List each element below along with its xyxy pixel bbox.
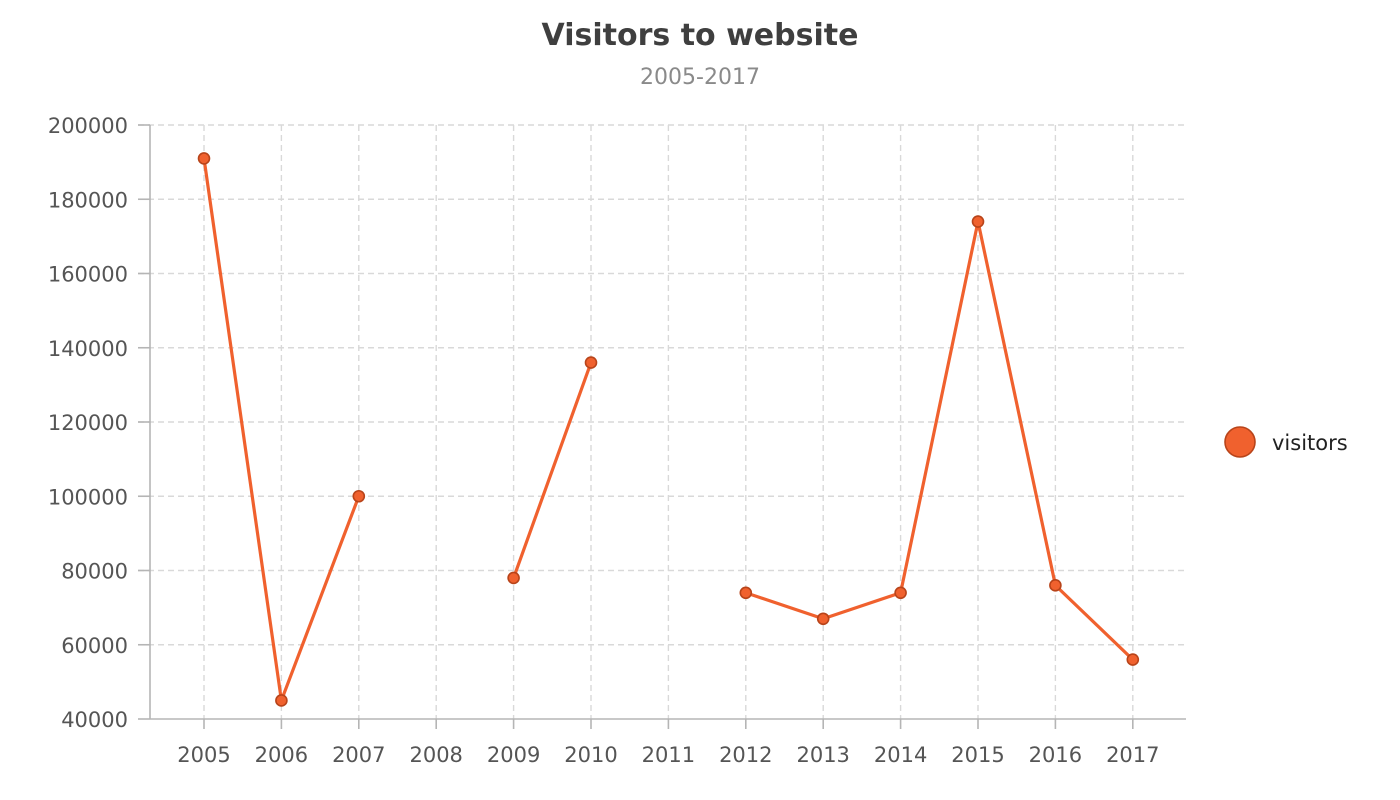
data-point-2016[interactable] [1049, 579, 1062, 592]
data-point-2015[interactable] [971, 215, 985, 228]
series-visitors [197, 152, 1140, 707]
y-tick-label: 60000 [61, 634, 128, 658]
data-point-2012[interactable] [739, 586, 753, 600]
axes [138, 124, 1186, 729]
x-tick-label: 2009 [487, 743, 540, 767]
data-point-2010[interactable] [584, 356, 598, 369]
y-tick-label: 120000 [48, 411, 128, 435]
legend-label[interactable]: visitors [1272, 431, 1348, 455]
x-tick-label: 2017 [1106, 743, 1159, 767]
data-point-2007[interactable] [352, 489, 366, 503]
data-point-2009[interactable] [507, 571, 520, 585]
x-tick-label: 2016 [1029, 743, 1082, 767]
series-line-segment [744, 219, 1135, 662]
x-tick-label: 2006 [255, 743, 308, 767]
y-tick-label: 200000 [48, 114, 128, 138]
chart-subtitle: 2005-2017 [640, 65, 760, 90]
data-point-2014[interactable] [894, 586, 907, 600]
y-tick-label: 40000 [61, 708, 128, 732]
x-tick-label: 2012 [719, 743, 772, 767]
x-axis-tick-labels: 2005 2006 2007 2008 2009 2010 2011 2012 2013 2014… [177, 743, 1159, 767]
legend-marker[interactable] [1224, 426, 1256, 458]
x-tick-label: 2015 [951, 743, 1004, 767]
y-axis-tick-labels: 40000 60000 80000 100000 120000 140000 160000 1… [48, 114, 128, 732]
x-tick-label: 2008 [409, 743, 462, 767]
grid-lines [138, 124, 1186, 719]
x-tick-label: 2010 [564, 743, 617, 767]
series-line-segment [512, 361, 593, 580]
data-point-2005[interactable] [197, 152, 211, 165]
chart-title: Visitors to website [542, 18, 859, 53]
x-tick-label: 2005 [177, 743, 230, 767]
x-tick-label: 2014 [874, 743, 927, 767]
x-tick-label: 2013 [796, 743, 849, 767]
data-point-2013[interactable] [816, 612, 830, 626]
y-tick-label: 160000 [48, 263, 128, 287]
data-point-2017[interactable] [1126, 653, 1140, 666]
y-tick-label: 180000 [48, 188, 128, 212]
x-tick-label: 2011 [642, 743, 695, 767]
data-point-2006[interactable] [275, 694, 288, 707]
x-tick-label: 2007 [332, 743, 385, 767]
y-tick-label: 80000 [61, 560, 128, 584]
y-tick-label: 140000 [48, 337, 128, 361]
legend[interactable]: visitors [1224, 426, 1348, 458]
y-tick-label: 100000 [48, 485, 128, 509]
